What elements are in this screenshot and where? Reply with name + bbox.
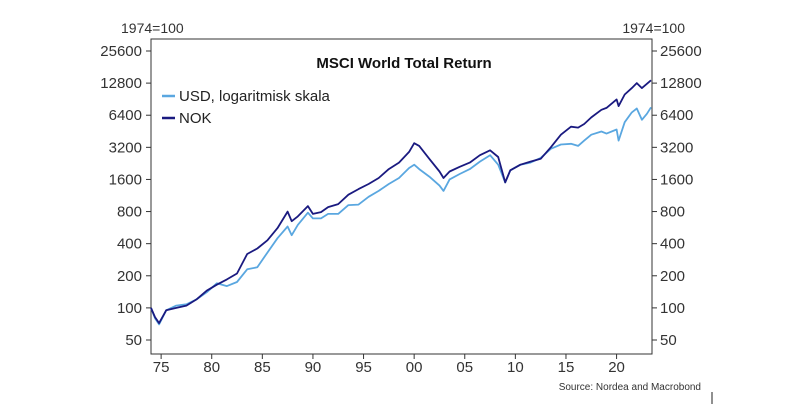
x-tick-label: 90	[305, 359, 322, 376]
y-tick-label-right: 100	[660, 300, 685, 317]
left-axis-unit: 1974=100	[121, 20, 184, 36]
y-tick-label-right: 12800	[660, 75, 702, 92]
y-tick-label-right: 200	[660, 268, 685, 285]
y-tick-label-left: 1600	[109, 171, 142, 188]
series-line-usd	[150, 106, 652, 326]
y-tick-label-left: 25600	[100, 43, 142, 60]
x-tick-label: 10	[507, 359, 524, 376]
y-tick-label-left: 50	[125, 332, 142, 349]
x-tick-label: 15	[558, 359, 575, 376]
series-lines	[150, 79, 652, 326]
x-tick-label: 85	[254, 359, 271, 376]
y-tick-label-left: 200	[117, 268, 142, 285]
y-tick-label-left: 800	[117, 204, 142, 221]
right-y-axis: 50 100 200 400 800 1600 3200 6400 12800 25600	[652, 43, 702, 349]
y-tick-label-right: 3200	[660, 139, 693, 156]
y-tick-label-right: 400	[660, 236, 685, 253]
x-tick-label: 75	[153, 359, 170, 376]
right-axis-unit: 1974=100	[622, 20, 685, 36]
y-tick-label-left: 400	[117, 236, 142, 253]
x-tick-label: 05	[456, 359, 473, 376]
x-tick-label: 95	[355, 359, 372, 376]
legend-label-nok: NOK	[179, 110, 212, 127]
series-line-nok	[150, 79, 652, 324]
y-tick-label-right: 1600	[660, 171, 693, 188]
y-tick-label-right: 50	[660, 332, 677, 349]
legend-label-usd: USD, logaritmisk skala	[179, 88, 331, 105]
y-tick-label-right: 6400	[660, 107, 693, 124]
chart-title: MSCI World Total Return	[316, 55, 491, 72]
x-axis: 75 80 85 90 95 00 05 10 15 20	[153, 354, 625, 376]
y-tick-label-right: 25600	[660, 43, 702, 60]
y-tick-label-left: 3200	[109, 139, 142, 156]
y-tick-label-right: 800	[660, 204, 685, 221]
x-tick-label: 00	[406, 359, 423, 376]
y-tick-label-left: 100	[117, 300, 142, 317]
x-tick-label: 20	[608, 359, 625, 376]
left-y-axis: 50 100 200 400 800 1600 3200 6400 12800 25600	[100, 43, 151, 349]
source-note: Source: Nordea and Macrobond	[559, 382, 701, 393]
legend: USD, logaritmisk skala NOK	[162, 88, 331, 127]
x-tick-label: 80	[203, 359, 220, 376]
plot-frame	[150, 38, 653, 355]
y-tick-label-left: 6400	[109, 107, 142, 124]
y-tick-label-left: 12800	[100, 75, 142, 92]
